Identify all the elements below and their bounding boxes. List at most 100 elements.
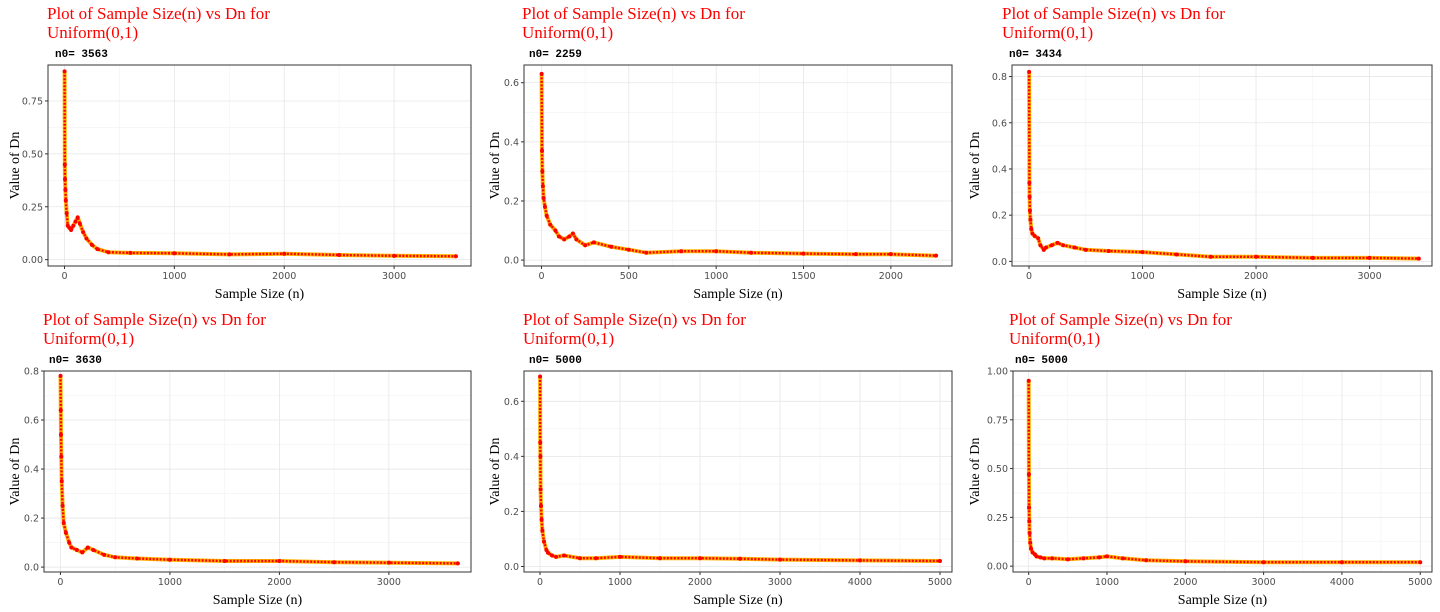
- y-axis-label: Value of Dn: [968, 132, 983, 200]
- y-tick-label: 0.8: [24, 367, 39, 378]
- chart-title: Uniform(0,1): [43, 329, 134, 348]
- chart-title: Uniform(0,1): [1009, 329, 1100, 348]
- chart-title: Plot of Sample Size(n) vs Dn for: [47, 4, 270, 23]
- chart-title: Plot of Sample Size(n) vs Dn for: [1009, 310, 1232, 329]
- x-tick-label: 1000: [158, 577, 182, 588]
- y-tick-label: 0.2: [504, 507, 519, 518]
- chart-svg: Plot of Sample Size(n) vs Dn for Uniform…: [968, 310, 1433, 608]
- chart-title: Uniform(0,1): [522, 23, 613, 42]
- x-tick-label: 2000: [267, 577, 291, 588]
- chart-panel: Plot of Sample Size(n) vs Dn for Uniform…: [960, 306, 1440, 612]
- x-tick-label: 4000: [848, 577, 872, 588]
- y-tick-label: 0.0: [504, 256, 519, 267]
- series-line: [58, 375, 458, 566]
- y-tick-label: 0.6: [504, 397, 519, 408]
- y-tick-label: 0.6: [24, 416, 39, 427]
- data-point: [1416, 256, 1421, 261]
- x-axis-label: Sample Size (n): [1178, 593, 1268, 608]
- series-line: [539, 73, 937, 258]
- data-point: [934, 253, 939, 258]
- x-tick-label: 0: [57, 577, 63, 588]
- y-tick-label: 0.6: [504, 78, 519, 89]
- plot-frame: [523, 370, 953, 573]
- y-tick-label: 0.25: [987, 513, 1008, 524]
- x-tick-label: 1000: [162, 271, 186, 282]
- series-points-trace: [1027, 71, 1419, 260]
- x-tick-label: 4000: [1330, 577, 1354, 588]
- chart-panel: Plot of Sample Size(n) vs Dn for Uniform…: [0, 0, 480, 306]
- y-tick-label: 0.00: [987, 562, 1008, 573]
- chart-subtitle: n0= 5000: [529, 355, 582, 367]
- series-points-trace: [63, 71, 456, 258]
- x-tick-label: 1000: [1095, 577, 1119, 588]
- x-axis-label: Sample Size (n): [1177, 287, 1267, 302]
- y-tick-label: 0.50: [987, 464, 1008, 475]
- chart-title: Plot of Sample Size(n) vs Dn for: [43, 310, 266, 329]
- y-tick-label: 0.4: [504, 137, 519, 148]
- x-tick-label: 2000: [688, 577, 712, 588]
- x-axis-label: Sample Size (n): [215, 287, 305, 302]
- y-tick-label: 0.25: [22, 202, 43, 213]
- x-tick-label: 5000: [1408, 577, 1432, 588]
- chart-svg: Plot of Sample Size(n) vs Dn for Uniform…: [488, 310, 953, 608]
- plot-frame: [43, 370, 472, 573]
- y-axis-label: Value of Dn: [8, 438, 23, 506]
- x-tick-label: 500: [620, 271, 638, 282]
- x-axis-label: Sample Size (n): [693, 287, 783, 302]
- x-tick-label: 2000: [272, 271, 296, 282]
- y-axis-label: Value of Dn: [968, 438, 983, 506]
- y-tick-label: 0.4: [504, 452, 519, 463]
- series-line: [62, 71, 456, 259]
- chart-subtitle: n0= 3563: [55, 49, 108, 61]
- chart-subtitle: n0= 2259: [529, 49, 582, 61]
- chart-panel: Plot of Sample Size(n) vs Dn for Uniform…: [0, 306, 480, 612]
- chart-title: Plot of Sample Size(n) vs Dn for: [522, 4, 745, 23]
- x-tick-label: 3000: [1357, 271, 1381, 282]
- x-tick-label: 2000: [879, 271, 903, 282]
- x-tick-label: 3000: [1252, 577, 1276, 588]
- x-tick-label: 0: [1026, 271, 1032, 282]
- x-tick-label: 0: [537, 577, 543, 588]
- y-tick-label: 0.0: [504, 562, 519, 573]
- y-axis-label: Value of Dn: [488, 132, 503, 200]
- chart-subtitle: n0= 5000: [1015, 355, 1068, 367]
- y-tick-label: 0.75: [987, 415, 1008, 426]
- series-points-trace: [1027, 380, 1421, 564]
- plot-frame: [47, 64, 472, 267]
- y-tick-label: 0.00: [22, 255, 43, 266]
- plot-frame: [1011, 64, 1433, 267]
- series-points-trace: [540, 73, 937, 257]
- y-tick-label: 0.8: [992, 72, 1007, 83]
- chart-title: Uniform(0,1): [1002, 23, 1093, 42]
- x-tick-label: 0: [538, 271, 544, 282]
- chart-svg: Plot of Sample Size(n) vs Dn for Uniform…: [8, 310, 472, 608]
- plot-frame: [523, 64, 953, 267]
- chart-svg: Plot of Sample Size(n) vs Dn for Uniform…: [968, 4, 1433, 302]
- x-tick-label: 2000: [1173, 577, 1197, 588]
- y-tick-label: 1.00: [987, 367, 1008, 378]
- chart-title: Uniform(0,1): [47, 23, 138, 42]
- series-points-trace: [538, 376, 941, 563]
- y-axis-label: Value of Dn: [488, 438, 503, 506]
- y-tick-label: 0.4: [24, 465, 39, 476]
- x-tick-label: 1000: [608, 577, 632, 588]
- y-tick-label: 0.2: [24, 514, 39, 525]
- x-tick-label: 3000: [377, 577, 401, 588]
- x-tick-label: 1000: [704, 271, 728, 282]
- y-tick-label: 0.4: [992, 164, 1007, 175]
- chart-svg: Plot of Sample Size(n) vs Dn for Uniform…: [8, 4, 472, 302]
- series-points-trace: [59, 375, 458, 565]
- plot-frame: [1012, 370, 1433, 573]
- y-tick-label: 0.50: [22, 149, 43, 160]
- data-point: [453, 254, 458, 259]
- y-axis-label: Value of Dn: [8, 132, 23, 200]
- chart-panel: Plot of Sample Size(n) vs Dn for Uniform…: [480, 306, 960, 612]
- x-tick-label: 5000: [928, 577, 952, 588]
- chart-panel: Plot of Sample Size(n) vs Dn for Uniform…: [480, 0, 960, 306]
- y-tick-label: 0.2: [992, 211, 1007, 222]
- x-axis-label: Sample Size (n): [213, 593, 303, 608]
- x-tick-label: 0: [1026, 577, 1032, 588]
- y-tick-label: 0.0: [24, 563, 39, 574]
- x-axis-label: Sample Size (n): [693, 593, 783, 608]
- x-tick-label: 0: [61, 271, 67, 282]
